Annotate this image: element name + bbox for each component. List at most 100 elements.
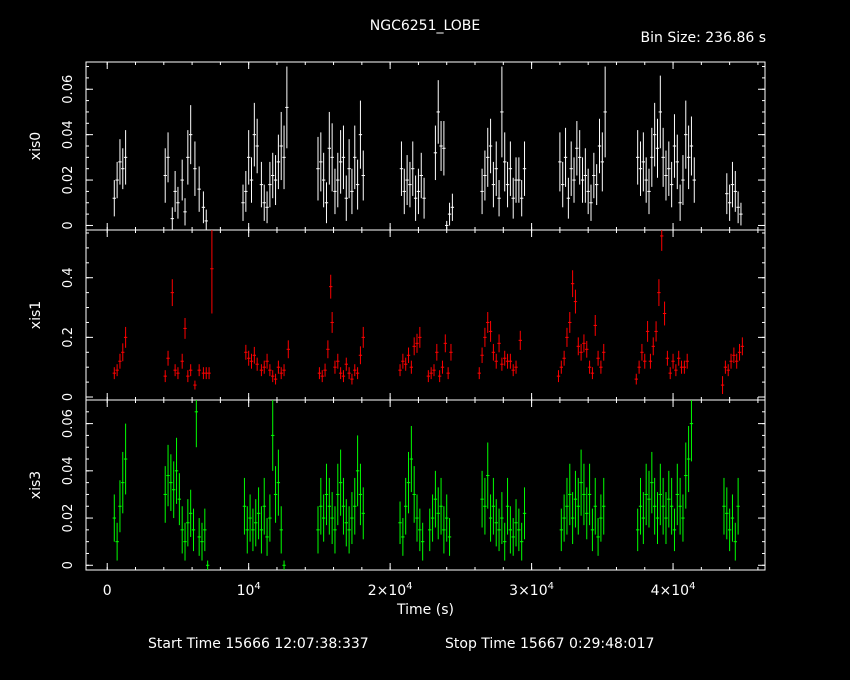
data-point	[418, 326, 422, 348]
data-point	[685, 353, 689, 369]
data-point	[480, 168, 484, 215]
data-point	[596, 350, 600, 366]
data-point	[592, 152, 596, 199]
data-point	[327, 111, 331, 185]
data-point	[735, 353, 739, 369]
data-point	[669, 161, 674, 208]
data-point	[350, 168, 354, 215]
y-tick-label: 0	[61, 393, 76, 401]
data-point	[575, 121, 579, 176]
data-point	[566, 177, 571, 219]
data-point	[355, 367, 360, 380]
data-point	[245, 506, 249, 554]
x-tick-label: 104	[237, 581, 261, 599]
data-point	[197, 364, 201, 377]
data-point	[486, 442, 490, 509]
data-point	[671, 353, 675, 369]
data-point	[409, 360, 414, 374]
data-point	[558, 132, 562, 192]
data-point	[644, 463, 648, 526]
y-tick-label: 0.4	[61, 267, 76, 288]
data-point	[341, 370, 346, 383]
data-point	[589, 184, 593, 221]
data-point	[593, 477, 597, 535]
data-point	[727, 184, 732, 221]
data-point	[189, 105, 193, 165]
panel-xis1: 0 0.2 0.4 xis1	[28, 229, 766, 401]
data-point	[582, 334, 586, 353]
data-point	[440, 360, 445, 374]
panel-frame	[85, 399, 766, 571]
data-point	[409, 425, 414, 493]
data-point	[590, 508, 595, 552]
data-point	[446, 367, 450, 380]
data-point	[682, 360, 687, 374]
data-point	[488, 118, 493, 174]
data-point	[508, 353, 513, 369]
data-point	[186, 499, 190, 547]
data-point	[317, 367, 322, 380]
data-point	[661, 127, 665, 187]
data-point	[684, 442, 688, 509]
data-point	[658, 463, 662, 526]
data-point	[686, 425, 691, 493]
data-point	[327, 477, 331, 535]
data-point	[636, 508, 640, 552]
data-point	[285, 66, 289, 149]
data-point	[522, 141, 527, 196]
data-point	[563, 127, 568, 187]
data-point	[483, 477, 487, 535]
data-point	[265, 353, 269, 369]
data-point	[520, 180, 524, 217]
data-point	[241, 184, 245, 221]
data-point	[336, 152, 340, 208]
data-point	[520, 522, 524, 561]
data-point	[664, 492, 668, 545]
data-point	[660, 230, 664, 251]
data-point	[585, 487, 589, 540]
data-point	[491, 161, 496, 208]
data-point	[413, 175, 418, 221]
data-point	[242, 477, 247, 535]
data-point	[268, 364, 272, 377]
data-point	[579, 449, 583, 516]
data-point	[730, 161, 735, 208]
data-point	[514, 157, 518, 203]
data-point	[404, 357, 408, 371]
data-point	[645, 320, 650, 342]
data-point	[518, 330, 522, 350]
data-point	[183, 522, 187, 561]
data-point	[123, 130, 128, 185]
data-point	[641, 132, 646, 192]
stop-time-label: Stop Time 15667 0:29:48:017	[445, 636, 655, 652]
x-tick-label: 2×104	[368, 581, 413, 599]
data-point	[570, 270, 575, 298]
y-tick-label: 0.2	[61, 327, 76, 348]
data-point	[415, 333, 419, 353]
data-point	[172, 461, 176, 519]
data-point	[193, 380, 197, 390]
data-point	[672, 508, 677, 552]
data-point	[637, 360, 641, 374]
data-point	[447, 202, 452, 226]
data-point	[286, 340, 290, 359]
data-point	[194, 400, 199, 448]
data-point	[344, 499, 348, 547]
x-tick-label: 3×104	[509, 581, 554, 599]
data-point	[652, 477, 657, 535]
data-point	[252, 102, 257, 167]
data-point	[739, 202, 743, 226]
data-point	[418, 508, 422, 552]
data-point	[341, 125, 346, 190]
data-point	[355, 435, 360, 507]
data-point	[678, 477, 682, 535]
data-point	[480, 347, 484, 364]
data-point	[200, 522, 204, 561]
data-point	[442, 121, 446, 176]
data-point	[406, 451, 411, 514]
data-point	[636, 130, 640, 185]
data-point	[401, 518, 405, 556]
data-point	[415, 494, 419, 542]
data-point	[655, 492, 660, 545]
chart-title: NGC6251_LOBE	[369, 18, 481, 34]
